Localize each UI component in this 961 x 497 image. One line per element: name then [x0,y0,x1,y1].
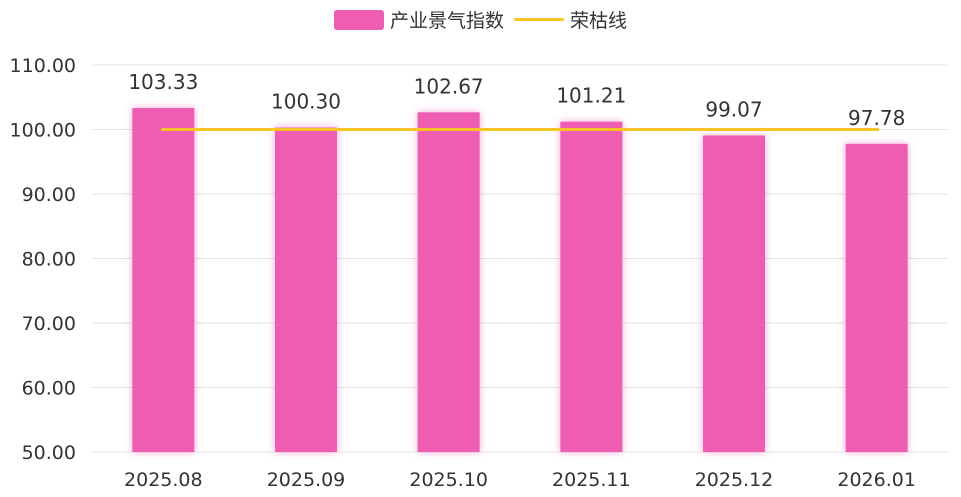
bar-value-label: 101.21 [556,84,626,108]
x-tick-label: 2026.01 [837,469,916,491]
bar-value-label: 102.67 [414,74,484,98]
legend: 产业景气指数 荣枯线 [0,6,961,33]
bar[interactable] [417,112,480,452]
y-tick-label: 80.00 [22,249,76,271]
legend-swatch-bar [333,9,384,30]
bar-value-label: 100.30 [271,90,341,114]
x-tick-label: 2025.09 [267,469,346,491]
x-tick-label: 2025.10 [409,469,488,491]
bar[interactable] [560,121,623,453]
bar[interactable] [845,143,908,452]
y-tick-label: 50.00 [22,442,76,464]
x-tick-label: 2025.08 [124,469,203,491]
legend-label-bar: 产业景气指数 [389,10,504,32]
y-tick-label: 110.00 [10,55,76,77]
bar-value-label: 97.78 [848,106,905,130]
x-tick-label: 2025.11 [552,469,631,491]
bar[interactable] [275,127,337,452]
bar[interactable] [703,135,765,452]
legend-label-line: 荣枯线 [570,10,628,32]
y-tick-label: 60.00 [22,378,76,400]
y-tick-label: 70.00 [22,313,76,335]
y-tick-label: 90.00 [22,184,76,206]
legend-swatch-line [514,18,564,21]
legend-item-bar[interactable]: 产业景气指数 [333,6,504,33]
x-tick-label: 2025.12 [695,469,774,491]
y-tick-label: 100.00 [10,120,76,142]
bar-value-label: 99.07 [705,97,762,121]
legend-item-line[interactable]: 荣枯线 [514,6,627,33]
bar-value-label: 103.33 [128,70,198,94]
bar[interactable] [132,108,195,453]
